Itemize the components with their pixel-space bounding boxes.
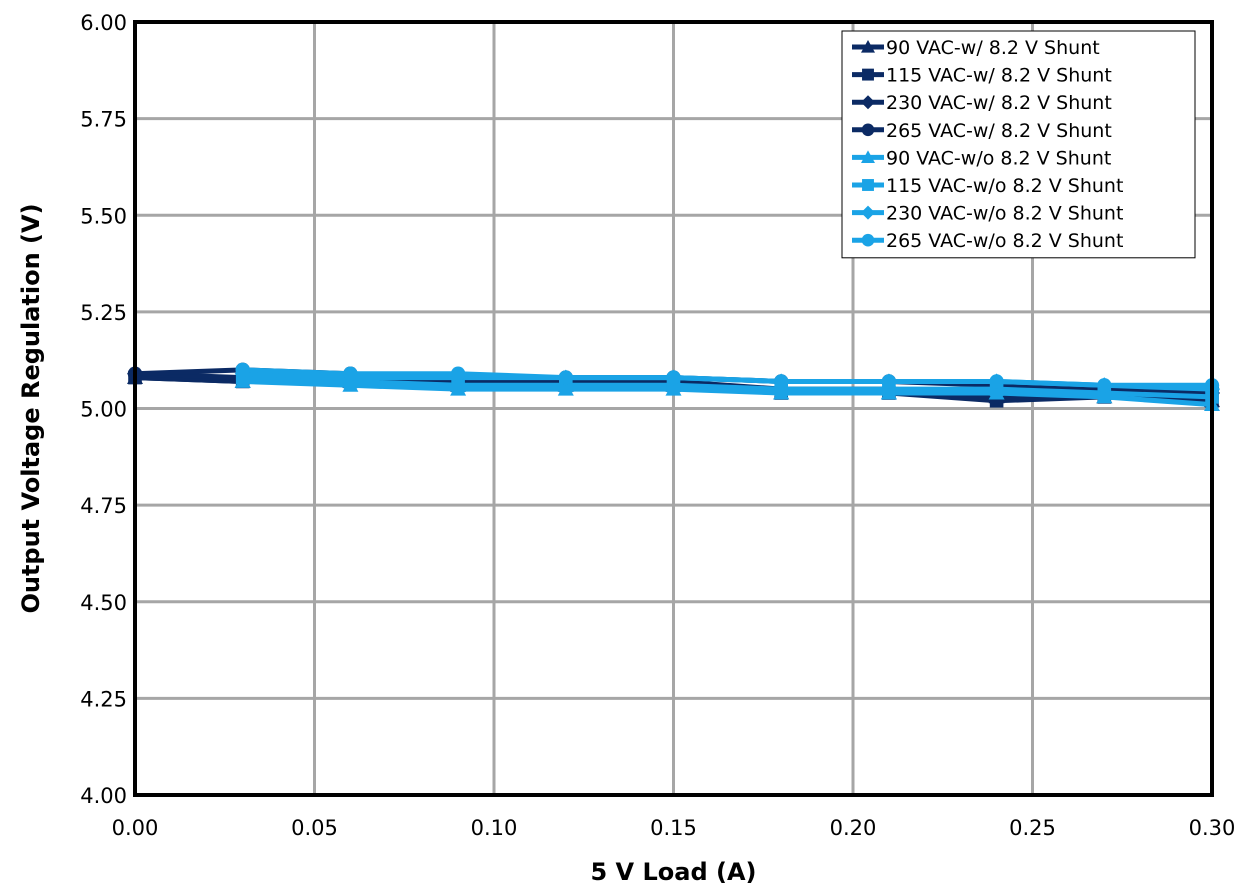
series-line [242,375,1213,400]
legend-label: 90 VAC-w/o 8.2 V Shunt [886,147,1111,169]
x-tick-label: 0.30 [1189,816,1236,840]
data-point [989,374,1004,389]
x-axis-title: 5 V Load (A) [590,858,756,886]
legend-label: 115 VAC-w/ 8.2 V Shunt [886,65,1112,87]
legend-marker [861,95,875,110]
legend-label: 115 VAC-w/o 8.2 V Shunt [886,175,1123,197]
y-tick-label: 4.75 [80,494,127,518]
data-point [343,366,358,381]
legend: 90 VAC-w/ 8.2 V Shunt 115 VAC-w/ 8.2 V Sh… [841,30,1196,259]
legend-item: 265 VAC-w/o 8.2 V Shunt [852,230,1123,252]
legend-marker [861,205,875,220]
data-point [666,370,681,385]
data-point [881,374,897,389]
series-line [242,367,1212,388]
data-point [558,370,573,385]
data-point [774,374,789,389]
series-line [242,378,1213,408]
data-point [1097,378,1112,393]
x-tick-label: 0.00 [112,816,159,840]
data-point [235,362,250,378]
y-tick-label: 5.75 [80,108,127,132]
legend-label: 265 VAC-w/ 8.2 V Shunt [886,120,1112,142]
legend-item: 230 VAC-w/ 8.2 V Shunt [852,92,1112,114]
legend-label: 230 VAC-w/ 8.2 V Shunt [886,92,1112,114]
y-tick-label: 4.00 [80,784,127,808]
legend-item: 115 VAC-w/ 8.2 V Shunt [852,65,1112,87]
legend-marker [861,150,875,163]
x-tick-label: 0.25 [1009,816,1056,840]
legend-marker [862,179,874,191]
x-tick-label: 0.05 [291,816,338,840]
x-tick-labels: 0.00 0.05 0.10 0.15 0.20 0.25 0.30 [112,816,1236,840]
y-tick-label: 6.00 [80,11,127,35]
y-tick-labels: 4.00 4.25 4.50 4.75 5.00 5.25 5.50 5.75 6.00 [80,11,127,808]
legend-label: 265 VAC-w/o 8.2 V Shunt [886,230,1123,252]
legend-item: 115 VAC-w/o 8.2 V Shunt [852,175,1123,197]
y-tick-label: 5.50 [80,204,127,228]
y-tick-label: 4.50 [80,591,127,615]
y-tick-label: 5.25 [80,301,127,325]
y-tick-label: 5.00 [80,398,127,422]
legend-item: 90 VAC-w/o 8.2 V Shunt [852,147,1111,169]
legend-box [841,30,1196,259]
data-point [450,366,466,381]
y-tick-label: 4.25 [80,687,127,711]
legend-item: 90 VAC-w/ 8.2 V Shunt [852,37,1100,59]
legend-marker [861,123,875,137]
legend-marker [862,68,874,81]
x-tick-label: 0.15 [650,816,697,840]
legend-item: 265 VAC-w/ 8.2 V Shunt [852,120,1112,142]
legend-label: 90 VAC-w/ 8.2 V Shunt [886,37,1100,59]
legend-marker [861,40,875,53]
legend-item: 230 VAC-w/o 8.2 V Shunt [852,203,1123,225]
x-tick-label: 0.20 [830,816,877,840]
plot-frame [133,20,1214,797]
y-axis-title: Output Voltage Regulation (V) [17,203,45,613]
x-tick-label: 0.10 [471,816,518,840]
legend-marker [861,233,875,247]
legend-label: 230 VAC-w/o 8.2 V Shunt [886,203,1123,225]
